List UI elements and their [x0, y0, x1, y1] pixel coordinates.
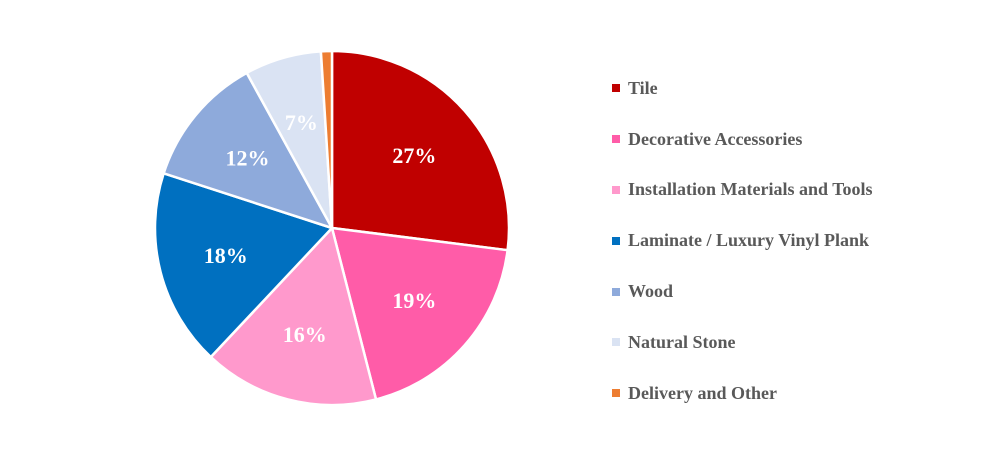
data-label-natural-stone: 7% — [285, 110, 318, 135]
legend-swatch — [612, 236, 620, 245]
data-label-wood: 12% — [225, 146, 269, 171]
legend-label: Delivery and Other — [628, 382, 777, 403]
legend-item-wood: Wood — [612, 266, 873, 317]
legend-swatch — [612, 338, 620, 347]
legend-label: Natural Stone — [628, 331, 736, 352]
legend-label: Laminate / Luxury Vinyl Plank — [628, 230, 870, 251]
legend-swatch — [612, 135, 620, 144]
legend-item-delivery-and-other: Delivery and Other — [612, 368, 873, 419]
pie-slice-installation-materials-and-tools — [209, 226, 378, 407]
pie-slice-laminate-luxury-vinyl-plank — [153, 172, 334, 359]
legend-item-natural-stone: Natural Stone — [612, 317, 873, 368]
data-label-installation-materials-and-tools: 16% — [283, 322, 327, 347]
legend-label: Decorative Accessories — [628, 128, 803, 149]
pie-slice-tile — [330, 49, 511, 252]
legend-swatch — [612, 389, 620, 398]
legend-item-tile: Tile — [612, 63, 873, 114]
pie-slice-delivery-and-other — [319, 49, 334, 230]
legend-label: Tile — [628, 77, 658, 98]
legend-item-laminate-luxury-vinyl-plank: Laminate / Luxury Vinyl Plank — [612, 215, 873, 266]
legend-item-decorative-accessories: Decorative Accessories — [612, 114, 873, 165]
legend-swatch — [612, 185, 620, 194]
pie-slice-wood — [162, 71, 334, 230]
legend-swatch — [612, 287, 620, 296]
legend-item-installation-materials-and-tools: Installation Materials and Tools — [612, 165, 873, 216]
legend-swatch — [612, 84, 620, 93]
data-label-tile: 27% — [392, 143, 436, 168]
legend-label: Installation Materials and Tools — [628, 179, 873, 200]
pie-slice-decorative-accessories — [330, 226, 509, 401]
legend-label: Wood — [628, 281, 674, 302]
data-label-laminate-luxury-vinyl-plank: 18% — [204, 243, 248, 268]
chart-legend: Tile Decorative Accessories Installation M… — [612, 63, 873, 419]
data-label-decorative-accessories: 19% — [392, 288, 436, 313]
